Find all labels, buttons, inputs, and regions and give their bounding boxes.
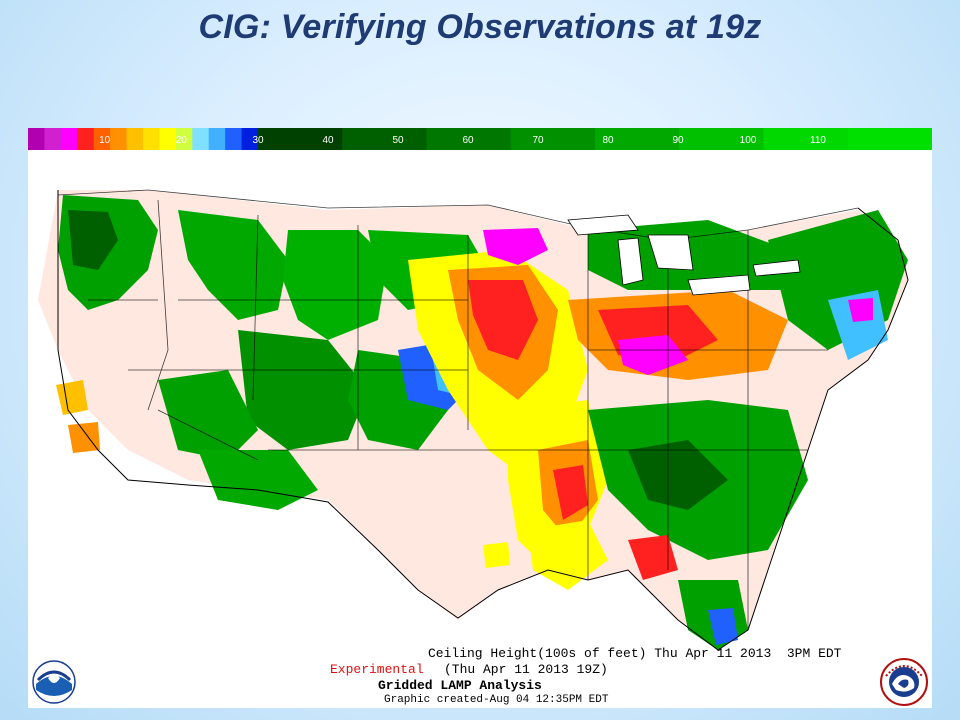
precip-area-pacific-nw-dark <box>68 210 118 270</box>
color-bar-tick-label: 20 <box>176 135 188 146</box>
color-bar-swatch <box>175 128 193 150</box>
color-bar-swatch <box>241 128 259 150</box>
color-bar-swatch <box>143 128 160 150</box>
color-bar-tick-label: 110 <box>810 135 826 146</box>
precip-area-mississippi-red <box>553 465 588 520</box>
precip-area-texas-coast <box>483 542 510 568</box>
noaa-logo <box>32 660 76 704</box>
precip-area-utah <box>158 370 258 460</box>
color-bar-swatch <box>28 128 45 150</box>
map-frame: 10 20 30 40 50 60 70 80 90 100 110 <box>28 128 932 708</box>
color-bar-swatch <box>60 128 78 150</box>
slide-title: CIG: Verifying Observations at 19z <box>198 8 762 46</box>
color-bar-swatch <box>110 128 128 150</box>
precip-area-california-yellow <box>56 380 88 415</box>
ceiling-color-bar: 10 20 30 40 50 60 70 80 90 100 110 <box>28 128 932 150</box>
color-bar-swatch <box>679 128 764 150</box>
color-bar-swatch <box>426 128 512 150</box>
color-bar-swatch <box>44 128 62 150</box>
precip-area-southeast-dark <box>628 440 728 510</box>
graphic-created: Graphic created-Aug 04 12:35PM EDT <box>384 694 609 706</box>
precip-area-northeast-magenta <box>848 298 873 322</box>
color-bar-tick-label: 50 <box>392 135 404 146</box>
color-bar-swatch <box>847 128 932 150</box>
coastline <box>57 190 909 651</box>
color-bar-tick-label: 40 <box>322 135 334 146</box>
color-bar-swatch <box>192 128 210 150</box>
color-bar-swatch <box>77 128 95 150</box>
nws-logo <box>880 658 928 706</box>
color-bar-swatch <box>93 128 111 150</box>
precip-area-california-orange <box>68 422 100 453</box>
color-bar-tick-label: 90 <box>672 135 684 146</box>
product-name: Gridded LAMP Analysis <box>378 678 542 693</box>
precip-area-ohio-magenta <box>618 335 688 375</box>
ceiling-caption: Ceiling Height(100s of feet) Thu Apr 11 … <box>428 646 842 661</box>
ceiling-height-map <box>38 189 909 651</box>
valid-time: (Thu Apr 11 2013 19Z) <box>444 662 608 677</box>
color-bar-tick-label: 60 <box>462 135 474 146</box>
color-bar-tick-label: 10 <box>99 135 111 146</box>
color-bar-swatch <box>595 128 680 150</box>
precip-area-montana <box>283 230 388 340</box>
color-bar-swatch <box>225 128 243 150</box>
color-bar-swatch <box>763 128 849 150</box>
state-borders <box>57 189 859 630</box>
great-lakes <box>567 214 801 296</box>
color-bar-swatch <box>159 128 177 150</box>
color-bar-swatch <box>510 128 596 150</box>
color-bar-tick-label: 100 <box>740 135 757 146</box>
color-bar-tick-label: 80 <box>602 135 614 146</box>
color-bar-swatch <box>342 128 427 150</box>
color-bar-tick-label: 30 <box>252 135 264 146</box>
precip-area-upper-midwest-red <box>468 280 538 360</box>
precip-area-northern-rockies <box>178 210 288 320</box>
color-bar-swatch <box>258 128 343 150</box>
color-bar-swatch <box>126 128 144 150</box>
experimental-label: Experimental <box>330 662 424 677</box>
color-bar-swatch <box>208 128 226 150</box>
precip-area-gulf-red <box>628 535 678 580</box>
color-bar-tick-label: 70 <box>532 135 544 146</box>
precip-area-mn-magenta <box>483 228 548 265</box>
precip-area-florida-blue <box>708 608 738 645</box>
precip-area-wyoming <box>238 330 368 450</box>
